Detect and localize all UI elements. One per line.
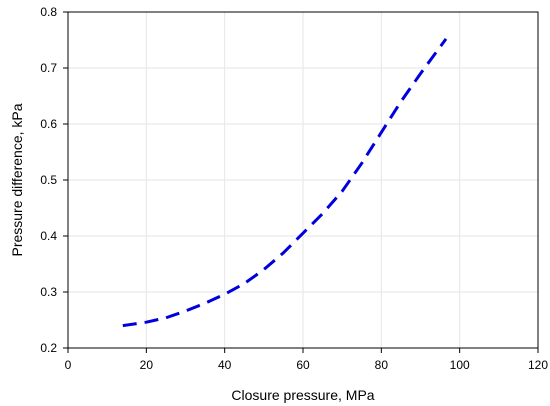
x-tick-label: 60: [296, 358, 310, 372]
x-tick-label: 20: [140, 358, 154, 372]
series-layer: [122, 38, 448, 328]
series-line: [122, 38, 448, 328]
x-tick-label: 120: [528, 358, 548, 372]
y-tick-label: 0.6: [40, 117, 57, 131]
x-axis-title: Closure pressure, MPa: [231, 387, 374, 403]
x-tick-label: 0: [65, 358, 72, 372]
grid: [68, 12, 538, 348]
x-tick-label: 80: [375, 358, 389, 372]
y-axis-title: Pressure difference, kPa: [9, 103, 25, 256]
y-tick-label: 0.5: [40, 173, 57, 187]
x-tick-label: 100: [450, 358, 470, 372]
y-tick-label: 0.2: [40, 341, 57, 355]
ticks: 0 20 40 60 80 100 120 0.2 0.3 0.4 0.5 0.6 0.7 0.8: [40, 5, 548, 372]
x-tick-label: 40: [218, 358, 232, 372]
y-tick-label: 0.8: [40, 5, 57, 19]
y-tick-label: 0.4: [40, 229, 57, 243]
y-tick-label: 0.7: [40, 61, 57, 75]
y-tick-label: 0.3: [40, 285, 57, 299]
